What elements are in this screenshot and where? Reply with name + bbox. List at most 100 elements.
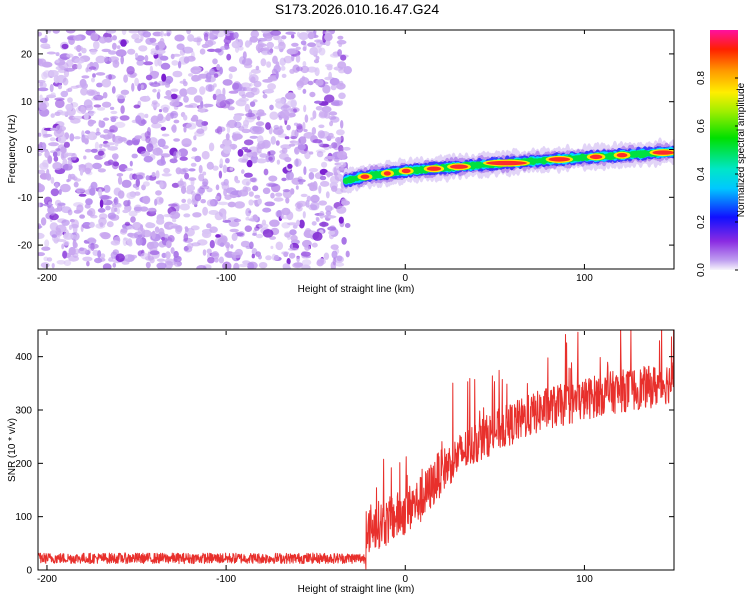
noise-speckle <box>95 55 106 64</box>
noise-speckle <box>146 143 154 153</box>
noise-speckle <box>187 198 192 205</box>
noise-speckle <box>108 56 120 63</box>
noise-speckle <box>304 114 309 123</box>
noise-speckle <box>84 113 89 121</box>
noise-speckle <box>155 196 164 205</box>
noise-speckle <box>68 246 76 256</box>
noise-speckle <box>268 156 273 161</box>
noise-speckle <box>190 117 197 122</box>
noise-speckle <box>86 210 93 216</box>
noise-speckle <box>267 50 273 55</box>
noise-speckle <box>142 181 150 187</box>
noise-speckle <box>222 261 232 269</box>
noise-speckle <box>208 210 219 215</box>
noise-speckle <box>103 117 110 121</box>
track-hotspot <box>548 157 571 162</box>
noise-speckle <box>112 35 117 41</box>
noise-speckle <box>298 32 309 41</box>
noise-speckle <box>124 254 129 259</box>
noise-speckle <box>92 73 96 78</box>
noise-speckle <box>100 253 106 259</box>
noise-speckle <box>296 125 304 133</box>
noise-speckle <box>243 63 253 69</box>
noise-speckle <box>163 167 171 174</box>
noise-speckle <box>259 43 267 48</box>
noise-speckle <box>202 171 207 176</box>
y-tick-label: 400 <box>15 352 32 363</box>
noise-speckle <box>145 175 150 181</box>
noise-speckle <box>300 193 308 198</box>
noise-speckle <box>214 257 219 263</box>
noise-speckle <box>196 38 201 46</box>
noise-speckle <box>155 190 162 196</box>
y-tick-label: 300 <box>15 406 32 417</box>
noise-speckle <box>310 117 314 121</box>
noise-speckle <box>76 105 86 114</box>
noise-speckle <box>308 172 315 180</box>
noise-speckle <box>62 250 68 259</box>
noise-speckle <box>260 58 267 67</box>
noise-speckle <box>145 222 156 229</box>
noise-speckle <box>56 230 63 237</box>
noise-speckle <box>262 93 268 99</box>
noise-speckle <box>115 49 127 57</box>
noise-speckle <box>249 101 256 107</box>
noise-speckle <box>147 207 157 212</box>
colorbar-tick-label: 0.6 <box>696 119 707 133</box>
noise-speckle <box>228 73 233 80</box>
noise-speckle <box>151 100 158 105</box>
noise-speckle <box>128 30 140 34</box>
noise-speckle <box>85 198 93 206</box>
noise-speckle <box>312 110 317 119</box>
noise-speckle <box>151 171 156 178</box>
noise-speckle <box>78 52 82 57</box>
noise-speckle <box>82 256 93 262</box>
noise-speckle <box>339 100 343 105</box>
noise-speckle <box>219 158 224 167</box>
noise-speckle <box>134 135 142 140</box>
noise-speckle <box>265 255 272 261</box>
noise-speckle <box>338 161 347 168</box>
noise-speckle <box>309 91 316 98</box>
noise-speckle <box>202 178 209 186</box>
noise-speckle <box>123 74 128 83</box>
noise-speckle <box>275 241 284 251</box>
noise-speckle <box>172 70 183 78</box>
noise-speckle <box>187 34 195 42</box>
noise-speckle <box>165 240 172 249</box>
noise-speckle <box>135 115 142 124</box>
noise-speckle <box>313 59 320 64</box>
noise-speckle <box>85 104 94 111</box>
noise-speckle <box>93 135 97 140</box>
noise-speckle <box>333 172 338 176</box>
noise-speckle <box>206 223 212 229</box>
noise-speckle <box>67 97 73 103</box>
track-hotspot <box>401 168 411 174</box>
noise-speckle <box>159 55 169 61</box>
noise-speckle <box>312 139 323 144</box>
noise-speckle <box>99 232 110 238</box>
noise-speckle <box>142 31 152 38</box>
noise-speckle <box>251 253 255 259</box>
noise-speckle <box>316 150 324 158</box>
noise-speckle <box>297 85 302 91</box>
noise-speckle <box>240 82 251 89</box>
noise-speckle <box>168 203 178 207</box>
noise-speckle <box>183 213 191 218</box>
noise-speckle <box>285 31 296 35</box>
noise-speckle <box>336 150 348 160</box>
noise-speckle <box>134 191 141 196</box>
noise-speckle <box>173 250 179 259</box>
x-tick-label: 100 <box>576 574 593 585</box>
noise-speckle <box>203 32 209 42</box>
noise-speckle <box>96 107 106 111</box>
noise-speckle <box>114 121 126 128</box>
noise-speckle <box>57 84 63 90</box>
noise-speckle <box>81 47 87 54</box>
figure-title: S173.2026.010.16.47.G24 <box>275 1 439 17</box>
noise-speckle <box>105 30 117 34</box>
noise-speckle <box>60 146 67 154</box>
noise-speckle <box>288 252 296 259</box>
noise-speckle <box>129 254 138 259</box>
noise-speckle <box>73 242 78 249</box>
